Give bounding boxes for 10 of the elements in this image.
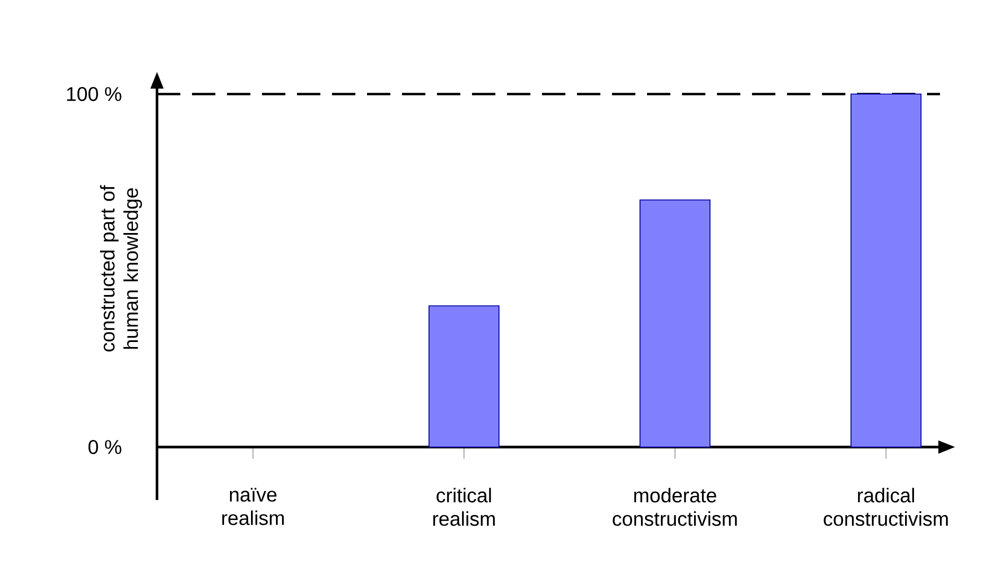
bar	[850, 94, 922, 448]
x-tick-label: naïve realism	[222, 488, 284, 526]
x-tick-label: radical constructivism	[824, 488, 948, 526]
x-tick-label: critical realism	[433, 488, 495, 526]
y-axis-title: constructed part of human knowledge	[100, 185, 142, 352]
y-tick-label: 100 %	[67, 86, 122, 102]
bar	[640, 199, 710, 448]
bar	[428, 305, 500, 448]
x-tick-label: moderate constructivism	[612, 488, 737, 526]
y-tick-label: 0 %	[88, 440, 122, 454]
